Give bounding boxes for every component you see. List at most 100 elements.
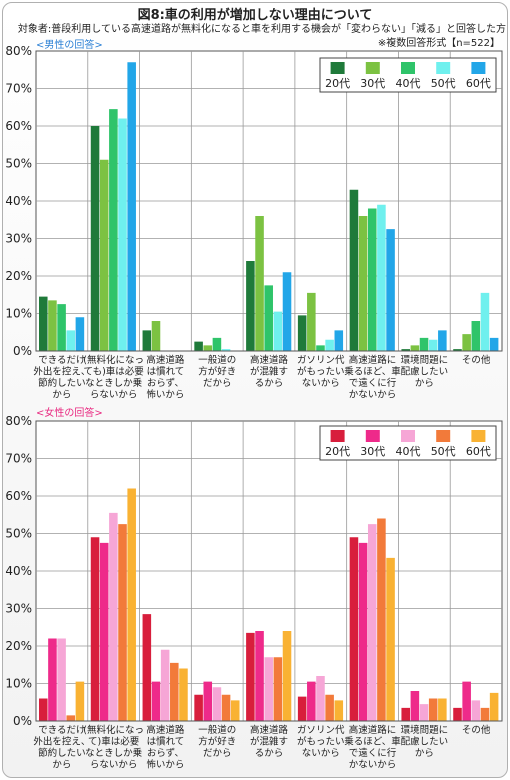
bar <box>66 330 76 351</box>
bar <box>489 337 499 351</box>
y-tick-label: 60% <box>5 489 32 503</box>
bar <box>273 657 283 721</box>
category-label: がもったい <box>297 366 345 378</box>
bar <box>255 216 264 351</box>
bar <box>386 557 395 721</box>
y-tick-label: 0% <box>13 714 32 728</box>
bar <box>438 698 447 721</box>
bar <box>334 330 344 351</box>
bar <box>264 657 273 721</box>
category-label: から <box>52 760 71 771</box>
bar <box>325 694 334 721</box>
legend-swatch <box>330 62 345 74</box>
bar <box>221 694 231 721</box>
bar <box>246 261 255 351</box>
category-label: なときしか乗 <box>85 747 143 759</box>
bar <box>273 311 283 351</box>
category-label: 高速道路に <box>349 354 397 366</box>
bar <box>57 304 66 351</box>
bar <box>212 687 222 721</box>
y-tick-label: 50% <box>5 527 32 541</box>
category-label: 環境問題に <box>401 354 449 366</box>
bar <box>462 334 471 351</box>
category-label: 配慮したい <box>401 736 449 748</box>
category-label: おらず、 <box>147 748 184 759</box>
y-tick-label: 30% <box>5 602 32 616</box>
bar <box>453 349 462 351</box>
y-tick-label: 40% <box>5 564 32 578</box>
legend-swatch <box>471 430 486 442</box>
bar <box>160 649 170 721</box>
y-tick-label: 60% <box>5 119 32 133</box>
legend-swatch <box>330 430 345 442</box>
y-tick-label: 70% <box>5 452 32 466</box>
y-tick-label: 10% <box>5 677 32 691</box>
bar <box>377 204 386 351</box>
category-label: 一般道の <box>198 724 236 736</box>
bar <box>453 707 462 721</box>
category-label: 高速道路 <box>146 724 185 736</box>
bar <box>367 208 377 351</box>
bar <box>264 285 273 351</box>
category-label: 高速道路 <box>250 354 289 366</box>
legend-swatch <box>436 62 451 74</box>
category-label: できるだけ <box>38 725 85 736</box>
category-label: だから <box>203 378 232 389</box>
bar <box>419 337 429 351</box>
bar <box>349 189 359 351</box>
bar <box>99 159 109 351</box>
category-label: 外出を控え、 <box>33 366 90 378</box>
bar <box>297 696 307 721</box>
category-label: かないから <box>349 760 397 771</box>
category-label: るから <box>255 748 284 759</box>
bar <box>109 512 118 721</box>
bar <box>127 488 136 721</box>
category-label: は慣れて <box>147 366 185 378</box>
bar <box>39 698 48 721</box>
bar <box>480 292 490 351</box>
bar <box>57 638 66 721</box>
bar <box>480 707 490 721</box>
bar <box>151 681 161 721</box>
bar <box>127 62 136 351</box>
bar <box>151 321 161 351</box>
bar <box>401 707 410 721</box>
category-label: 一般道の <box>198 354 236 366</box>
bar <box>142 330 152 351</box>
bar <box>170 662 179 721</box>
bar <box>90 126 100 351</box>
female-panel-label: <女性の回答> <box>36 408 103 419</box>
category-label: 怖いから <box>146 389 184 401</box>
y-tick-label: 10% <box>5 307 32 321</box>
bar <box>316 345 325 351</box>
bar <box>316 676 325 721</box>
legend-label: 20代 <box>325 77 350 90</box>
chart-subtitle: 対象者:普段利用している高速道路が無料化になると車を利用する機会が「変わらない」… <box>17 24 506 35</box>
category-label: て)車は必要 <box>88 736 139 748</box>
bar <box>367 524 377 721</box>
bar <box>221 349 231 351</box>
bar <box>75 681 85 721</box>
category-label: 方が好き <box>198 736 236 748</box>
y-tick-label: 20% <box>5 639 32 653</box>
bar <box>358 542 368 721</box>
category-label: ガソリン代 <box>297 355 345 366</box>
bar <box>39 296 48 351</box>
category-label: 節約したい <box>38 377 86 389</box>
bar <box>109 109 118 351</box>
bar <box>230 700 240 721</box>
category-label: ないから <box>302 748 340 759</box>
bar <box>179 668 188 721</box>
legend-swatch <box>436 430 451 442</box>
legend-label: 30代 <box>360 445 385 458</box>
bar <box>401 349 410 351</box>
category-label: ても)車は必要 <box>84 366 144 378</box>
bar <box>325 339 334 351</box>
bar <box>246 632 255 721</box>
bar <box>307 681 316 721</box>
legend-label: 20代 <box>325 445 350 458</box>
bar <box>462 681 471 721</box>
chart-title: 図8:車の利用が増加しない理由について <box>137 8 373 23</box>
category-label: だから <box>203 748 232 759</box>
y-tick-label: 80% <box>5 414 32 428</box>
